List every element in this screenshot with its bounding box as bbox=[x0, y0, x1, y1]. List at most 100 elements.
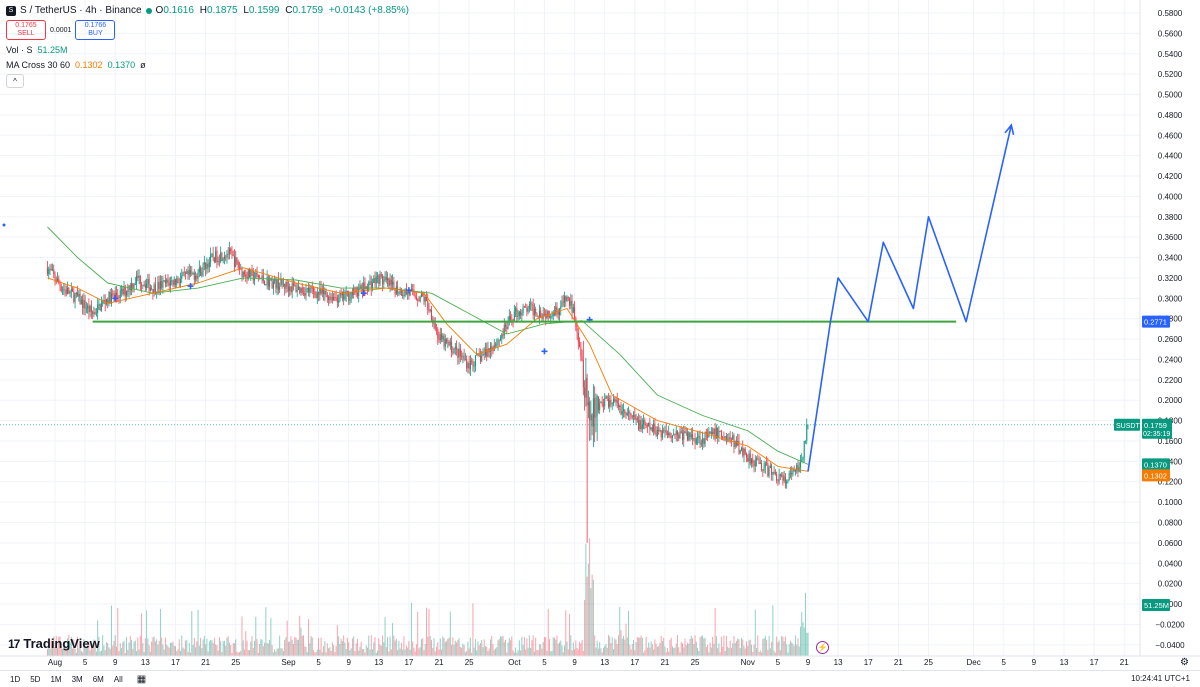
volume-bar bbox=[474, 639, 476, 656]
range-all[interactable]: All bbox=[113, 674, 123, 684]
candle-body bbox=[767, 463, 769, 476]
ma-cross-indicator[interactable]: MA Cross 30 60 0.1302 0.1370 ø bbox=[6, 59, 146, 70]
chart-pane[interactable] bbox=[0, 0, 1140, 656]
volume-bar bbox=[324, 641, 326, 656]
calendar-icon[interactable]: ▦ bbox=[136, 673, 147, 685]
volume-bar bbox=[310, 636, 312, 656]
volume-bar bbox=[620, 630, 622, 656]
symbol-icon: S bbox=[6, 5, 16, 16]
candle-body bbox=[314, 291, 316, 295]
candle-body bbox=[102, 301, 104, 304]
range-3m[interactable]: 3M bbox=[71, 674, 83, 684]
price-chart[interactable]: 0.5800 0.5600 0.5400 0.5200 0.5000 0.4800 0.46… bbox=[0, 0, 1200, 670]
candle-body bbox=[567, 297, 569, 299]
candle-body bbox=[740, 447, 742, 451]
range-6m[interactable]: 6M bbox=[92, 674, 104, 684]
volume-bar bbox=[159, 608, 161, 656]
volume-bar bbox=[374, 637, 376, 656]
candle-body bbox=[348, 291, 350, 301]
volume-bar bbox=[296, 639, 298, 656]
range-1m[interactable]: 1M bbox=[50, 674, 62, 684]
volume-bar bbox=[379, 644, 381, 656]
volume-bar bbox=[735, 640, 737, 656]
volume-bar bbox=[709, 642, 711, 656]
candle-body bbox=[237, 261, 239, 268]
price-axis[interactable]: 0.5800 0.5600 0.5400 0.5200 0.5000 0.4800 0.46… bbox=[1155, 9, 1185, 650]
price-tick-label: 0.5200 bbox=[1158, 70, 1183, 79]
volume-bar bbox=[131, 639, 133, 656]
candle-body bbox=[670, 436, 672, 438]
volume-bar bbox=[393, 635, 395, 656]
lightning-icon[interactable]: ⚡ bbox=[816, 641, 829, 654]
candle-body bbox=[761, 462, 763, 470]
ohlc: O0.1616 H0.1875 L0.1599 C0.1759 +0.0143 … bbox=[155, 5, 409, 16]
volume-bar bbox=[73, 639, 75, 656]
candle-body bbox=[67, 287, 69, 294]
volume-bar bbox=[601, 652, 603, 656]
candle-body bbox=[412, 289, 414, 291]
candle-body bbox=[57, 278, 59, 283]
volume-bar bbox=[77, 636, 79, 656]
candle-body bbox=[329, 296, 331, 301]
candle-body bbox=[518, 311, 520, 317]
candle-body bbox=[202, 264, 204, 273]
candle-body bbox=[152, 289, 154, 294]
candle-body bbox=[223, 256, 225, 259]
candle-body bbox=[451, 341, 453, 353]
volume-bar bbox=[488, 648, 490, 656]
volume-bar bbox=[707, 644, 709, 656]
range-5d[interactable]: 5D bbox=[30, 674, 41, 684]
candle-body bbox=[682, 432, 683, 440]
volume-bar bbox=[619, 606, 621, 656]
volume-bar bbox=[265, 607, 267, 656]
candle-body bbox=[431, 309, 432, 320]
time-axis[interactable]: Aug 5 9 13 17 21 25 Sep 5 9 13 17 21 25 Oct 5 9 13 17 21 25 N… bbox=[48, 658, 1129, 667]
volume-bar bbox=[365, 645, 367, 656]
volume-bar bbox=[318, 637, 320, 656]
volume-bar bbox=[776, 636, 778, 656]
candle-body bbox=[553, 312, 555, 315]
volume-bar bbox=[431, 640, 432, 656]
candle-body bbox=[590, 414, 592, 421]
volume-bar bbox=[240, 650, 242, 656]
sell-button[interactable]: 0.1765 SELL bbox=[6, 20, 46, 40]
volume-bar bbox=[351, 638, 353, 656]
candle-body bbox=[108, 291, 110, 304]
collapse-legend-icon[interactable]: ^ bbox=[6, 74, 24, 88]
candle-body bbox=[302, 292, 304, 294]
volume-bar bbox=[472, 603, 474, 656]
volume-bar bbox=[280, 648, 282, 656]
volume-bar bbox=[740, 638, 742, 656]
volume-bar bbox=[161, 637, 163, 656]
candle-body bbox=[526, 307, 528, 312]
candle-body bbox=[592, 398, 594, 427]
candle-body bbox=[759, 462, 761, 464]
clock[interactable]: 10:24:41 UTC+1 bbox=[1131, 674, 1190, 683]
volume-bar bbox=[330, 651, 332, 656]
volume-bar bbox=[302, 635, 304, 656]
settings-icon[interactable]: ⚙ bbox=[1180, 657, 1189, 668]
volume-bar bbox=[363, 649, 365, 656]
volume-bar bbox=[99, 651, 101, 656]
candle-body bbox=[502, 334, 504, 336]
candle-body bbox=[132, 283, 134, 288]
time-tick-label: Sep bbox=[281, 658, 296, 667]
candle-body bbox=[402, 295, 404, 296]
candle-body bbox=[250, 269, 252, 278]
drawings[interactable] bbox=[0, 123, 1140, 472]
candle-body bbox=[653, 423, 655, 432]
volume-bar bbox=[497, 640, 499, 656]
candle-body bbox=[297, 286, 299, 291]
volume-bar bbox=[732, 643, 734, 656]
volume-indicator[interactable]: Vol · S 51.25M bbox=[6, 44, 68, 55]
volume-bar bbox=[92, 643, 94, 656]
price-tick-label: 0.3800 bbox=[1158, 213, 1183, 222]
volume-bar bbox=[177, 649, 179, 656]
candle-body bbox=[92, 311, 94, 315]
range-1d[interactable]: 1D bbox=[10, 674, 21, 684]
candle-body bbox=[425, 297, 427, 301]
candle-body bbox=[712, 431, 714, 434]
time-tick-label: 17 bbox=[864, 658, 873, 667]
buy-button[interactable]: 0.1766 BUY bbox=[75, 20, 116, 40]
symbol-title[interactable]: S / TetherUS · 4h · Binance bbox=[20, 5, 142, 16]
